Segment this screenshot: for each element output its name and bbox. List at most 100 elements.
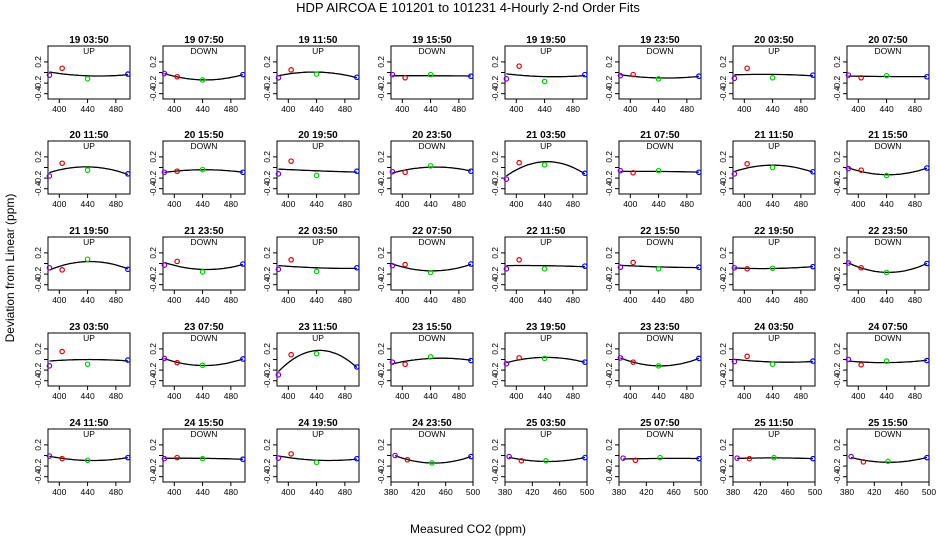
x-tick-label: 460 bbox=[781, 487, 795, 497]
x-tick-label: 400 bbox=[52, 104, 66, 114]
y-tick-label: -0.2 bbox=[604, 363, 614, 378]
y-tick-label: 0.2 bbox=[832, 56, 842, 68]
fit-curve bbox=[848, 75, 927, 78]
data-point bbox=[240, 169, 246, 176]
data-point bbox=[288, 256, 294, 263]
x-tick-label: 400 bbox=[737, 199, 751, 209]
x-tick-label: 480 bbox=[224, 199, 238, 209]
panel-direction: DOWN bbox=[191, 46, 218, 56]
data-point bbox=[582, 263, 588, 269]
y-tick-label: -0.4 bbox=[262, 86, 272, 101]
x-tick-label: 480 bbox=[908, 391, 922, 401]
y-tick-label: -0.2 bbox=[33, 267, 43, 282]
y-tick-label: -0.4 bbox=[148, 181, 158, 196]
x-tick-label: 440 bbox=[423, 104, 437, 114]
x-tick-label: 420 bbox=[639, 487, 653, 497]
x-tick-label: 480 bbox=[224, 487, 238, 497]
data-point bbox=[883, 72, 890, 79]
y-tick-label: -0.4 bbox=[33, 277, 43, 292]
x-tick-label: 440 bbox=[879, 295, 893, 305]
data-point bbox=[125, 357, 131, 363]
data-point bbox=[744, 65, 750, 72]
y-tick-label: -0.4 bbox=[832, 373, 842, 388]
y-tick-label: -0.4 bbox=[33, 181, 43, 196]
data-point bbox=[769, 265, 776, 272]
x-tick-label: 500 bbox=[808, 487, 822, 497]
y-tick-label: -0.2 bbox=[490, 267, 500, 282]
x-tick-label: 400 bbox=[851, 391, 865, 401]
x-tick-label: 400 bbox=[509, 391, 523, 401]
y-tick-label: -0.2 bbox=[262, 363, 272, 378]
panel-title: 19 19:50 bbox=[526, 35, 566, 46]
x-tick-label: 380 bbox=[840, 487, 854, 497]
x-tick-label: 400 bbox=[167, 199, 181, 209]
fit-curve bbox=[620, 170, 699, 173]
y-tick-label: 0.2 bbox=[262, 56, 272, 68]
x-tick-label: 400 bbox=[737, 295, 751, 305]
x-tick-label: 400 bbox=[623, 295, 637, 305]
panel-direction: UP bbox=[312, 141, 324, 151]
x-tick-label: 400 bbox=[395, 295, 409, 305]
y-tick-label: -0.2 bbox=[376, 363, 386, 378]
x-tick-label: 480 bbox=[338, 295, 352, 305]
data-point bbox=[885, 458, 891, 465]
x-tick-label: 440 bbox=[537, 199, 551, 209]
data-point bbox=[174, 454, 180, 461]
y-tick-label: -0.2 bbox=[376, 459, 386, 474]
data-point bbox=[468, 73, 474, 80]
panel-direction: UP bbox=[540, 429, 552, 439]
x-tick-label: 480 bbox=[566, 199, 580, 209]
y-tick-label: -0.4 bbox=[718, 181, 728, 196]
data-point bbox=[275, 455, 282, 461]
x-tick-label: 480 bbox=[794, 104, 808, 114]
data-point bbox=[655, 363, 662, 369]
fit-curve bbox=[49, 71, 128, 77]
fit-curve bbox=[848, 167, 928, 176]
panel-title: 25 15:50 bbox=[868, 418, 908, 429]
x-tick-label: 380 bbox=[384, 487, 398, 497]
panel-direction: UP bbox=[83, 429, 95, 439]
panel-title: 22 07:50 bbox=[412, 226, 452, 237]
y-tick-label: 0.2 bbox=[718, 56, 728, 68]
y-tick-label: -0.2 bbox=[718, 76, 728, 91]
data-point bbox=[696, 73, 702, 80]
y-tick-label: -0.4 bbox=[376, 181, 386, 196]
data-point bbox=[858, 75, 864, 81]
panel-title: 20 11:50 bbox=[70, 130, 109, 141]
y-tick-label: -0.2 bbox=[718, 267, 728, 282]
y-tick-label: 0.2 bbox=[148, 247, 158, 259]
y-tick-label: -0.4 bbox=[33, 86, 43, 101]
panel-title: 23 15:50 bbox=[412, 322, 452, 333]
panel-direction: UP bbox=[83, 46, 95, 56]
data-point bbox=[630, 71, 636, 78]
data-point bbox=[427, 354, 434, 360]
data-point bbox=[617, 264, 624, 271]
y-tick-label: 0.2 bbox=[832, 151, 842, 163]
data-point bbox=[883, 358, 890, 364]
data-point bbox=[402, 361, 408, 368]
panel-direction: UP bbox=[540, 46, 552, 56]
x-tick-label: 400 bbox=[623, 199, 637, 209]
data-point bbox=[632, 457, 639, 464]
panel-direction: DOWN bbox=[191, 237, 218, 247]
y-tick-label: -0.2 bbox=[490, 76, 500, 91]
y-tick-label: -0.2 bbox=[33, 76, 43, 91]
y-tick-label: -0.2 bbox=[604, 171, 614, 186]
y-tick-label: 0.2 bbox=[718, 151, 728, 163]
x-tick-label: 480 bbox=[908, 199, 922, 209]
y-tick-label: -0.4 bbox=[604, 86, 614, 101]
y-tick-label: 0.2 bbox=[490, 343, 500, 355]
x-tick-label: 400 bbox=[737, 391, 751, 401]
panel-title: 20 19:50 bbox=[298, 130, 338, 141]
x-tick-label: 480 bbox=[338, 199, 352, 209]
panel-direction: DOWN bbox=[191, 429, 218, 439]
x-tick-label: 460 bbox=[895, 487, 909, 497]
